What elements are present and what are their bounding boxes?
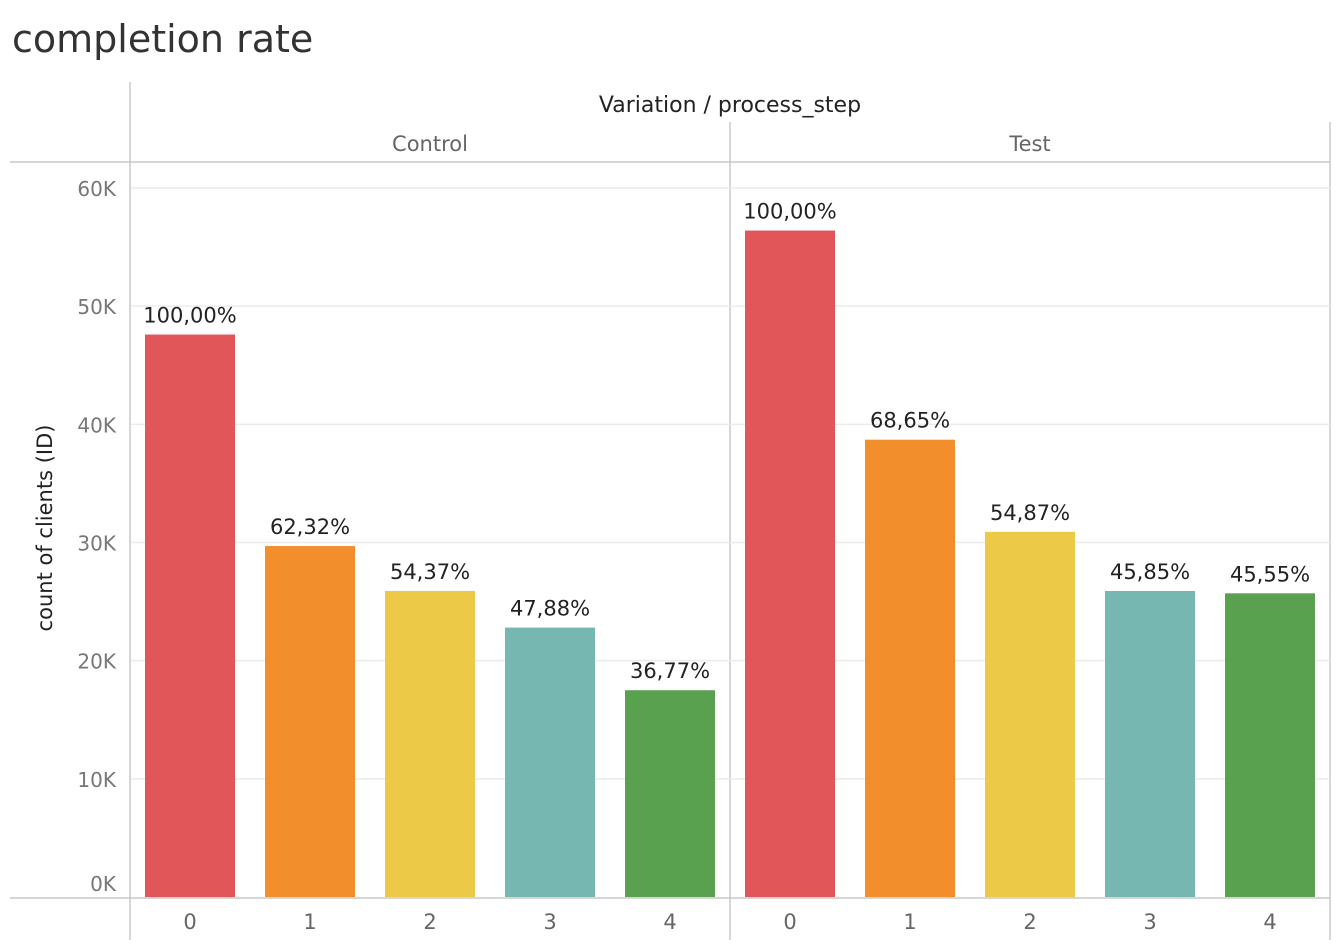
x-tick-label: 2 (1023, 910, 1036, 934)
bar-value-label: 100,00% (143, 304, 236, 328)
bar (505, 627, 595, 897)
chart-title: completion rate (12, 17, 313, 61)
bar-value-label: 36,77% (630, 659, 710, 683)
y-tick-label: 30K (77, 532, 116, 556)
y-axis-ticks: 0K 10K 20K 30K 40K 50K 60K (77, 177, 116, 896)
x-tick-label: 1 (303, 910, 316, 934)
bar-value-label: 68,65% (870, 409, 950, 433)
chart-frame (10, 82, 1331, 940)
facet-header: Variation / process_step (599, 93, 861, 118)
bar-value-label: 54,87% (990, 501, 1070, 525)
x-axis-ticks: 0 1 2 3 4 0 1 2 3 4 (183, 910, 1276, 934)
y-tick-label: 60K (77, 177, 116, 201)
x-tick-label: 1 (903, 910, 916, 934)
bar (265, 546, 355, 897)
x-tick-label: 4 (663, 910, 676, 934)
data-labels: 100,00% 62,32% 54,37% 47,88% 36,77% 100,00% 68… (143, 200, 1310, 684)
bar-value-label: 62,32% (270, 515, 350, 539)
bar (865, 439, 955, 897)
x-tick-label: 3 (1143, 910, 1156, 934)
panel-labels: Control Test (392, 132, 1051, 156)
x-tick-label: 3 (543, 910, 556, 934)
y-tick-label: 20K (77, 650, 116, 674)
x-tick-label: 0 (183, 910, 196, 934)
bar (1105, 590, 1195, 897)
y-tick-label: 0K (90, 872, 117, 896)
bar (1225, 593, 1315, 897)
bar-value-label: 100,00% (743, 200, 836, 224)
y-tick-label: 10K (77, 768, 116, 792)
x-tick-label: 4 (1263, 910, 1276, 934)
bar-value-label: 45,85% (1110, 560, 1190, 584)
bar (145, 334, 235, 897)
bar-value-label: 47,88% (510, 597, 590, 621)
bar (625, 690, 715, 897)
y-tick-label: 40K (77, 413, 116, 437)
bar-value-label: 45,55% (1230, 562, 1310, 586)
bar (385, 590, 475, 897)
panel-label: Control (392, 132, 468, 156)
x-tick-label: 2 (423, 910, 436, 934)
bar-value-label: 54,37% (390, 560, 470, 584)
bar (745, 230, 835, 898)
bars (145, 230, 1315, 898)
y-axis-label: count of clients (ID) (33, 425, 57, 632)
panel-label: Test (1008, 132, 1050, 156)
x-tick-label: 0 (783, 910, 796, 934)
bar (985, 531, 1075, 897)
y-tick-label: 50K (77, 295, 116, 319)
